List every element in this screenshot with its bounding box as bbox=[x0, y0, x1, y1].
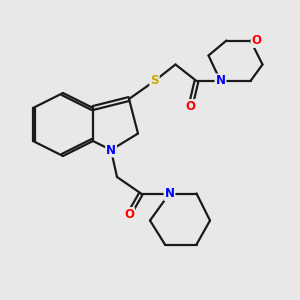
Text: N: N bbox=[106, 143, 116, 157]
Text: O: O bbox=[185, 100, 196, 113]
Text: N: N bbox=[215, 74, 226, 88]
Text: O: O bbox=[251, 34, 262, 47]
Text: O: O bbox=[124, 208, 134, 221]
Text: S: S bbox=[150, 74, 159, 88]
Text: N: N bbox=[164, 187, 175, 200]
